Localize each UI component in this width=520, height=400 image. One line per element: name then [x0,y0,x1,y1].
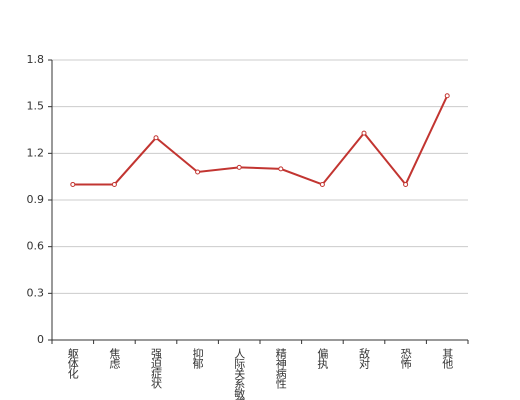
point [403,181,409,187]
x-tick-label: 恐怖 [399,348,412,369]
y-tick-label: 1.8 [27,53,45,66]
point [111,181,117,187]
x-tick-label: 敌对 [358,347,371,369]
x-tick-label: 人际关系敏感 [233,348,246,400]
x-tick-label: 强迫症状 [150,348,163,389]
point [278,166,284,172]
x-tick-label: 精神病性 [274,348,287,390]
y-tick-label: 0.9 [27,193,45,206]
point [236,164,242,170]
point [195,169,201,175]
point [153,135,159,141]
point [319,181,325,187]
point [361,130,367,136]
x-tick-label: 其他 [441,348,454,369]
y-tick-label: 1.5 [27,100,45,113]
x-tick-label: 抑郁 [191,347,204,369]
x-tick-label: 躯体化 [66,348,79,380]
point [70,181,76,187]
point [444,93,450,99]
line [72,95,449,187]
x-tick-label: 偏执 [316,347,329,370]
y-tick-label: 1.2 [27,146,45,159]
y-tick-label: 0.6 [27,240,45,253]
y-tick-label: 0 [37,333,44,346]
y-tick-label: 0.3 [27,286,45,299]
x-tick-label: 焦虑 [108,348,121,369]
